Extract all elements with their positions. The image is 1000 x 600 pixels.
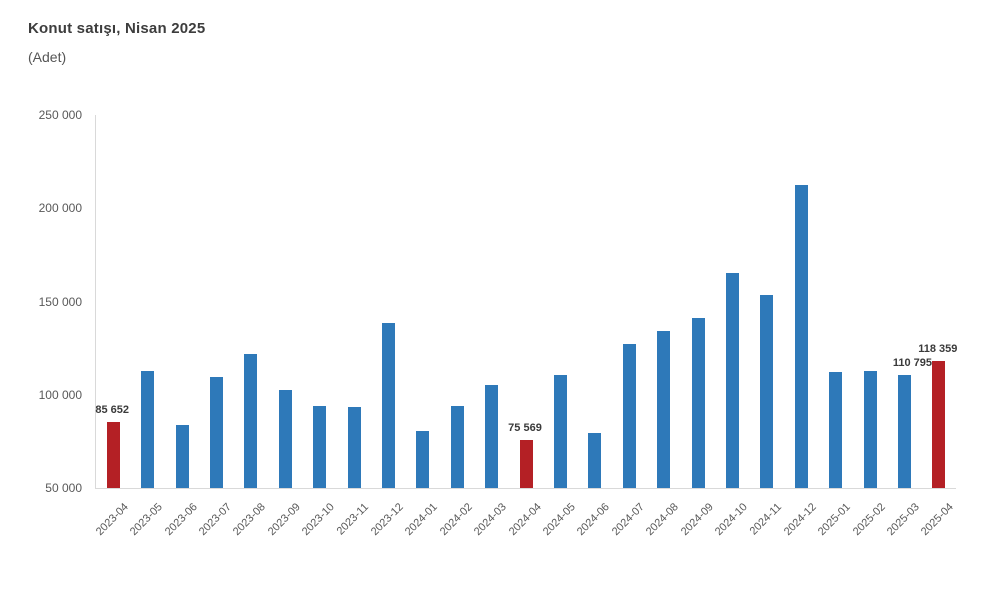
- bar-2023-05: [141, 371, 155, 488]
- x-axis-label-text: 2024-05: [540, 501, 578, 539]
- plot-area: [95, 115, 956, 489]
- bar-2023-10: [313, 406, 327, 488]
- x-axis-label-text: 2024-04: [506, 501, 544, 539]
- bar-2024-07: [622, 344, 636, 488]
- x-axis-label-text: 2025-02: [850, 501, 888, 539]
- data-label-2024-04: 75 569: [508, 422, 542, 434]
- chart-subtitle: (Adet): [28, 49, 67, 65]
- y-axis-tick-label: 200 000: [38, 201, 82, 216]
- bar-2024-05: [553, 375, 567, 488]
- x-axis-label-text: 2023-08: [231, 501, 269, 539]
- bar-2024-01: [416, 431, 430, 488]
- y-axis-tick-label: 50 000: [45, 481, 82, 495]
- bar-2023-09: [278, 390, 292, 488]
- x-axis-label-text: 2024-11: [747, 501, 785, 538]
- bar-2024-10: [725, 273, 739, 488]
- x-axis-label-text: 2024-09: [678, 501, 716, 539]
- bar-2024-09: [691, 318, 705, 488]
- x-axis-label-text: 2023-06: [162, 501, 200, 539]
- bar-2023-07: [209, 377, 223, 488]
- x-axis-label-text: 2024-10: [712, 501, 750, 539]
- x-axis-label-text: 2023-11: [335, 501, 372, 538]
- bar-2023-11: [347, 407, 361, 488]
- bar-2025-02: [863, 371, 877, 488]
- bar-2024-03: [485, 385, 499, 488]
- data-label-2025-04: 118 359: [918, 343, 958, 355]
- x-axis-label-text: 2023-04: [93, 501, 131, 539]
- x-axis-label-text: 2023-10: [300, 501, 338, 539]
- x-axis-label-text: 2024-02: [437, 501, 475, 539]
- x-axis-label-text: 2025-04: [919, 501, 957, 539]
- x-axis-label-text: 2025-03: [884, 501, 922, 539]
- chart-header: Konut satışı, Nisan 2025 (Adet): [28, 20, 205, 65]
- chart-title: Konut satışı, Nisan 2025: [28, 20, 206, 37]
- x-axis-label-text: 2025-01: [816, 501, 854, 539]
- x-axis-label-text: 2024-08: [644, 501, 682, 539]
- x-axis-label-text: 2024-03: [472, 501, 510, 539]
- bar-2024-08: [657, 331, 671, 488]
- x-axis-label-text: 2024-07: [609, 501, 647, 539]
- x-axis-labels: 2023-04 2023-05 2023-06 2023-07 2023-08 2023-…: [93, 489, 957, 569]
- bar-2023-04: [106, 422, 120, 488]
- bar-2023-08: [244, 354, 258, 488]
- y-axis-tick-label: 150 000: [38, 294, 82, 309]
- y-axis-labels: 250 000 200 000 150 000 100 000 50 000: [0, 0, 82, 600]
- bar-2025-03: [897, 375, 911, 488]
- y-axis-tick-label: 100 000: [38, 387, 82, 402]
- bar-2024-04: [519, 440, 533, 488]
- x-axis-label-text: 2023-05: [128, 501, 166, 539]
- bar-2025-04: [932, 361, 946, 488]
- y-axis-tick-label: 250 000: [38, 108, 82, 122]
- x-axis-label-text: 2024-12: [781, 501, 819, 539]
- x-axis-label-text: 2024-01: [403, 501, 441, 539]
- bar-2024-11: [760, 295, 774, 488]
- data-label-2025-03: 110 795: [892, 357, 932, 369]
- x-axis-label-text: 2023-12: [368, 501, 406, 539]
- x-axis-label-text: 2023-07: [196, 501, 234, 539]
- x-axis-label-text: 2023-09: [265, 501, 303, 539]
- bar-2023-12: [381, 323, 395, 488]
- x-axis-label-text: 2024-06: [575, 501, 613, 539]
- bar-2024-06: [588, 433, 602, 488]
- bar-2025-01: [829, 372, 843, 488]
- bar-2023-06: [175, 425, 189, 488]
- data-label-2023-04: 85 652: [95, 404, 130, 416]
- bar-2024-02: [450, 406, 464, 488]
- bar-2024-12: [794, 185, 808, 488]
